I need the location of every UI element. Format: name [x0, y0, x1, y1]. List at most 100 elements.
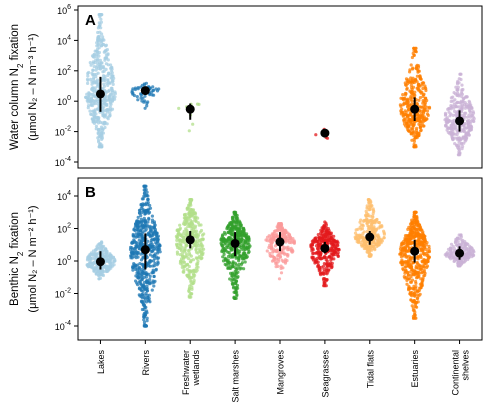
data-point: [466, 124, 470, 128]
data-point: [188, 202, 192, 206]
data-point: [413, 210, 417, 214]
data-point: [416, 82, 421, 86]
data-point: [378, 224, 382, 228]
data-point: [322, 267, 326, 271]
data-point: [153, 261, 157, 265]
y-tick-label: 102: [57, 223, 71, 235]
data-point: [90, 87, 94, 91]
data-point: [110, 74, 114, 78]
data-point: [142, 293, 146, 297]
data-point: [131, 234, 135, 238]
data-point: [415, 133, 419, 137]
data-point: [415, 297, 419, 301]
data-point: [325, 278, 329, 282]
data-point: [137, 293, 141, 297]
data-point: [444, 123, 448, 127]
data-point: [450, 121, 454, 126]
data-point: [88, 109, 92, 113]
data-point: [197, 238, 202, 242]
svg-text:Mangroves: Mangroves: [276, 350, 286, 395]
data-point: [367, 199, 371, 203]
y-tick-label: 104: [57, 190, 71, 202]
data-point: [292, 240, 296, 244]
data-point: [98, 273, 102, 277]
data-point: [411, 85, 416, 89]
median-marker: [140, 245, 150, 255]
data-point: [365, 229, 369, 234]
data-point: [336, 252, 340, 257]
data-point: [101, 74, 106, 78]
y-tick-label: 104: [57, 34, 71, 46]
data-point: [142, 313, 146, 317]
data-point: [143, 191, 147, 195]
data-point: [232, 210, 237, 214]
data-point: [200, 248, 204, 253]
data-point: [96, 136, 100, 140]
data-point: [327, 255, 331, 259]
data-point: [368, 218, 372, 222]
data-point: [371, 214, 375, 218]
data-point: [407, 249, 411, 253]
data-point: [368, 254, 372, 258]
data-point: [273, 244, 278, 248]
data-point: [103, 101, 107, 105]
data-point: [456, 260, 460, 264]
data-point: [112, 259, 116, 263]
data-point: [237, 219, 241, 223]
data-point: [177, 246, 181, 251]
data-point: [93, 114, 97, 118]
data-point: [178, 226, 182, 230]
data-point: [224, 245, 228, 249]
data-point: [155, 263, 159, 267]
panel-a-plot: [84, 13, 476, 157]
data-point: [423, 84, 427, 88]
data-point: [93, 99, 97, 103]
panel-b-label: B: [85, 184, 96, 201]
data-point: [453, 98, 457, 102]
data-point: [194, 266, 198, 270]
data-point: [104, 266, 108, 270]
data-point: [283, 260, 287, 264]
data-point: [231, 265, 235, 269]
data-point: [92, 88, 96, 92]
data-point: [110, 99, 114, 103]
data-point: [419, 240, 423, 244]
data-point: [411, 131, 415, 135]
data-point: [100, 13, 104, 17]
data-point: [96, 83, 100, 87]
data-point: [279, 251, 283, 255]
data-point: [185, 206, 189, 210]
data-point: [412, 284, 416, 288]
data-point: [136, 222, 140, 226]
data-point: [401, 93, 405, 97]
data-point: [97, 34, 101, 38]
data-point: [99, 240, 104, 245]
data-point: [155, 239, 160, 243]
data-point: [268, 236, 272, 241]
data-point: [222, 240, 226, 244]
data-point: [95, 64, 99, 68]
data-point: [185, 231, 189, 235]
data-point: [180, 234, 184, 239]
data-point: [147, 264, 151, 268]
data-point: [418, 119, 422, 123]
data-point: [148, 244, 152, 248]
data-point: [456, 79, 460, 83]
data-point: [414, 128, 419, 132]
data-point: [413, 292, 417, 297]
data-point: [406, 105, 410, 109]
data-point: [175, 238, 179, 242]
data-point: [134, 279, 138, 283]
data-point: [405, 86, 409, 90]
median-marker: [455, 248, 465, 258]
data-point: [92, 252, 97, 256]
data-point: [409, 80, 413, 84]
data-point: [413, 215, 417, 219]
data-point: [104, 43, 108, 47]
data-point: [186, 275, 190, 279]
data-points-salt-marshes: [219, 210, 252, 300]
data-point: [178, 223, 182, 227]
data-point: [471, 253, 475, 257]
data-point: [455, 114, 459, 118]
data-point: [197, 247, 201, 251]
